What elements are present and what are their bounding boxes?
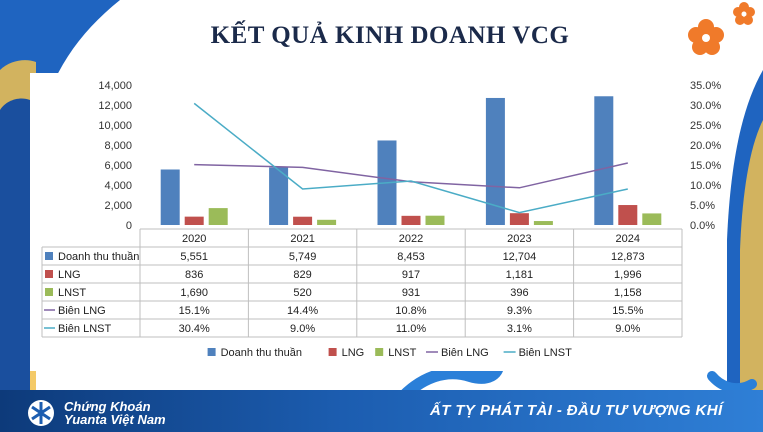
data-label: 8,453 xyxy=(397,251,425,263)
category-label: 2022 xyxy=(399,233,423,245)
data-label: 3.1% xyxy=(507,323,532,335)
data-label: 15.5% xyxy=(612,305,643,317)
left-axis-tick-label: 6,000 xyxy=(104,160,132,172)
legend-key xyxy=(207,348,216,356)
right-axis-tick-label: 25.0% xyxy=(690,120,721,132)
bar-lng xyxy=(509,213,529,225)
right-axis-tick-label: 15.0% xyxy=(690,160,721,172)
table-series-name: LNG xyxy=(58,269,81,281)
data-label: 917 xyxy=(402,269,420,281)
table-legend-key xyxy=(45,288,53,296)
table-legend-key xyxy=(45,270,53,278)
data-label: 15.1% xyxy=(179,305,210,317)
legend-label: Doanh thu thuần xyxy=(221,347,302,359)
bar-lng xyxy=(184,216,204,225)
footer-banner-text: ẤT TỴ PHÁT TÀI - ĐẦU TƯ VƯỢNG KHÍ xyxy=(430,402,723,419)
bar-lnst xyxy=(208,208,228,225)
bar-doanh-thu-thuần xyxy=(485,97,505,225)
left-axis-tick-label: 0 xyxy=(126,220,132,232)
line-series xyxy=(194,162,628,189)
category-label: 2020 xyxy=(182,233,206,245)
table-series-name: Biên LNG xyxy=(58,305,106,317)
category-label: 2021 xyxy=(290,233,314,245)
data-label: 836 xyxy=(185,269,203,281)
left-axis-tick-label: 12,000 xyxy=(98,100,132,112)
bar-lnst xyxy=(533,221,553,225)
data-label: 931 xyxy=(402,287,420,299)
footer-bar xyxy=(0,390,763,432)
chart-panel: 0 2,000 4,000 6,000 8,000 10,000 12,000 14,000 0… xyxy=(30,73,727,371)
data-label: 12,704 xyxy=(503,251,537,263)
bar-doanh-thu-thuần xyxy=(160,169,180,225)
data-label: 5,749 xyxy=(289,251,317,263)
data-label: 396 xyxy=(510,287,528,299)
right-axis-tick-label: 30.0% xyxy=(690,100,721,112)
left-axis-tick-label: 14,000 xyxy=(98,80,132,92)
legend-label: LNG xyxy=(342,347,365,359)
right-axis-tick-label: 5.0% xyxy=(690,200,715,212)
data-label: 1,690 xyxy=(180,287,208,299)
yuanta-logo-icon xyxy=(28,400,54,426)
legend-key xyxy=(375,348,384,356)
data-label: 9.3% xyxy=(507,305,532,317)
bar-lnst xyxy=(425,215,445,225)
bar-lnst xyxy=(642,213,662,225)
bar-lng xyxy=(293,216,313,225)
data-label: 1,996 xyxy=(614,269,642,281)
data-label: 1,181 xyxy=(506,269,534,281)
table-series-name: Biên LNST xyxy=(58,323,111,335)
bar-doanh-thu-thuần xyxy=(594,96,614,225)
data-label: 9.0% xyxy=(290,323,315,335)
table-series-name: LNST xyxy=(58,287,86,299)
slide-title: KẾT QUẢ KINH DOANH VCG xyxy=(210,22,570,49)
data-label: 30.4% xyxy=(179,323,210,335)
business-results-chart: 0 2,000 4,000 6,000 8,000 10,000 12,000 14,000 0… xyxy=(41,80,721,359)
right-axis-tick-label: 0.0% xyxy=(690,220,715,232)
brand-name: Chứng Khoán Yuanta Việt Nam xyxy=(64,400,166,426)
bar-lnst xyxy=(317,219,337,225)
right-swoosh-accent xyxy=(740,120,763,390)
brand-line-2: Yuanta Việt Nam xyxy=(64,412,166,427)
right-axis-tick-label: 35.0% xyxy=(690,80,721,92)
data-label: 10.8% xyxy=(395,305,426,317)
left-axis-tick-label: 2,000 xyxy=(104,200,132,212)
category-label: 2023 xyxy=(507,233,531,245)
line-series xyxy=(193,102,628,214)
left-axis-tick-label: 10,000 xyxy=(98,120,132,132)
blossom-decoration-small xyxy=(733,2,755,25)
data-label: 9.0% xyxy=(615,323,640,335)
data-label: 14.4% xyxy=(287,305,318,317)
right-axis-tick-label: 20.0% xyxy=(690,140,721,152)
left-axis-tick-label: 8,000 xyxy=(104,140,132,152)
brand-line-1: Chứng Khoán xyxy=(64,399,151,414)
legend-key xyxy=(328,348,337,356)
bar-lng xyxy=(618,205,638,225)
bar-doanh-thu-thuần xyxy=(269,167,289,225)
legend-label: Biên LNST xyxy=(519,347,572,359)
left-swoosh-inner xyxy=(0,98,30,390)
right-axis-tick-label: 10.0% xyxy=(690,180,721,192)
table-legend-key xyxy=(45,252,53,260)
data-label: 5,551 xyxy=(180,251,208,263)
bar-lng xyxy=(401,215,421,225)
data-label: 520 xyxy=(293,287,311,299)
data-label: 829 xyxy=(293,269,311,281)
data-label: 11.0% xyxy=(396,323,427,335)
legend-label: LNST xyxy=(388,347,416,359)
data-label: 12,873 xyxy=(611,251,645,263)
table-series-name: Doanh thu thuần xyxy=(58,251,139,263)
legend-label: Biên LNG xyxy=(441,347,489,359)
category-label: 2024 xyxy=(616,233,640,245)
data-label: 1,158 xyxy=(614,287,642,299)
blossom-decoration xyxy=(688,19,724,55)
left-axis-tick-label: 4,000 xyxy=(104,180,132,192)
